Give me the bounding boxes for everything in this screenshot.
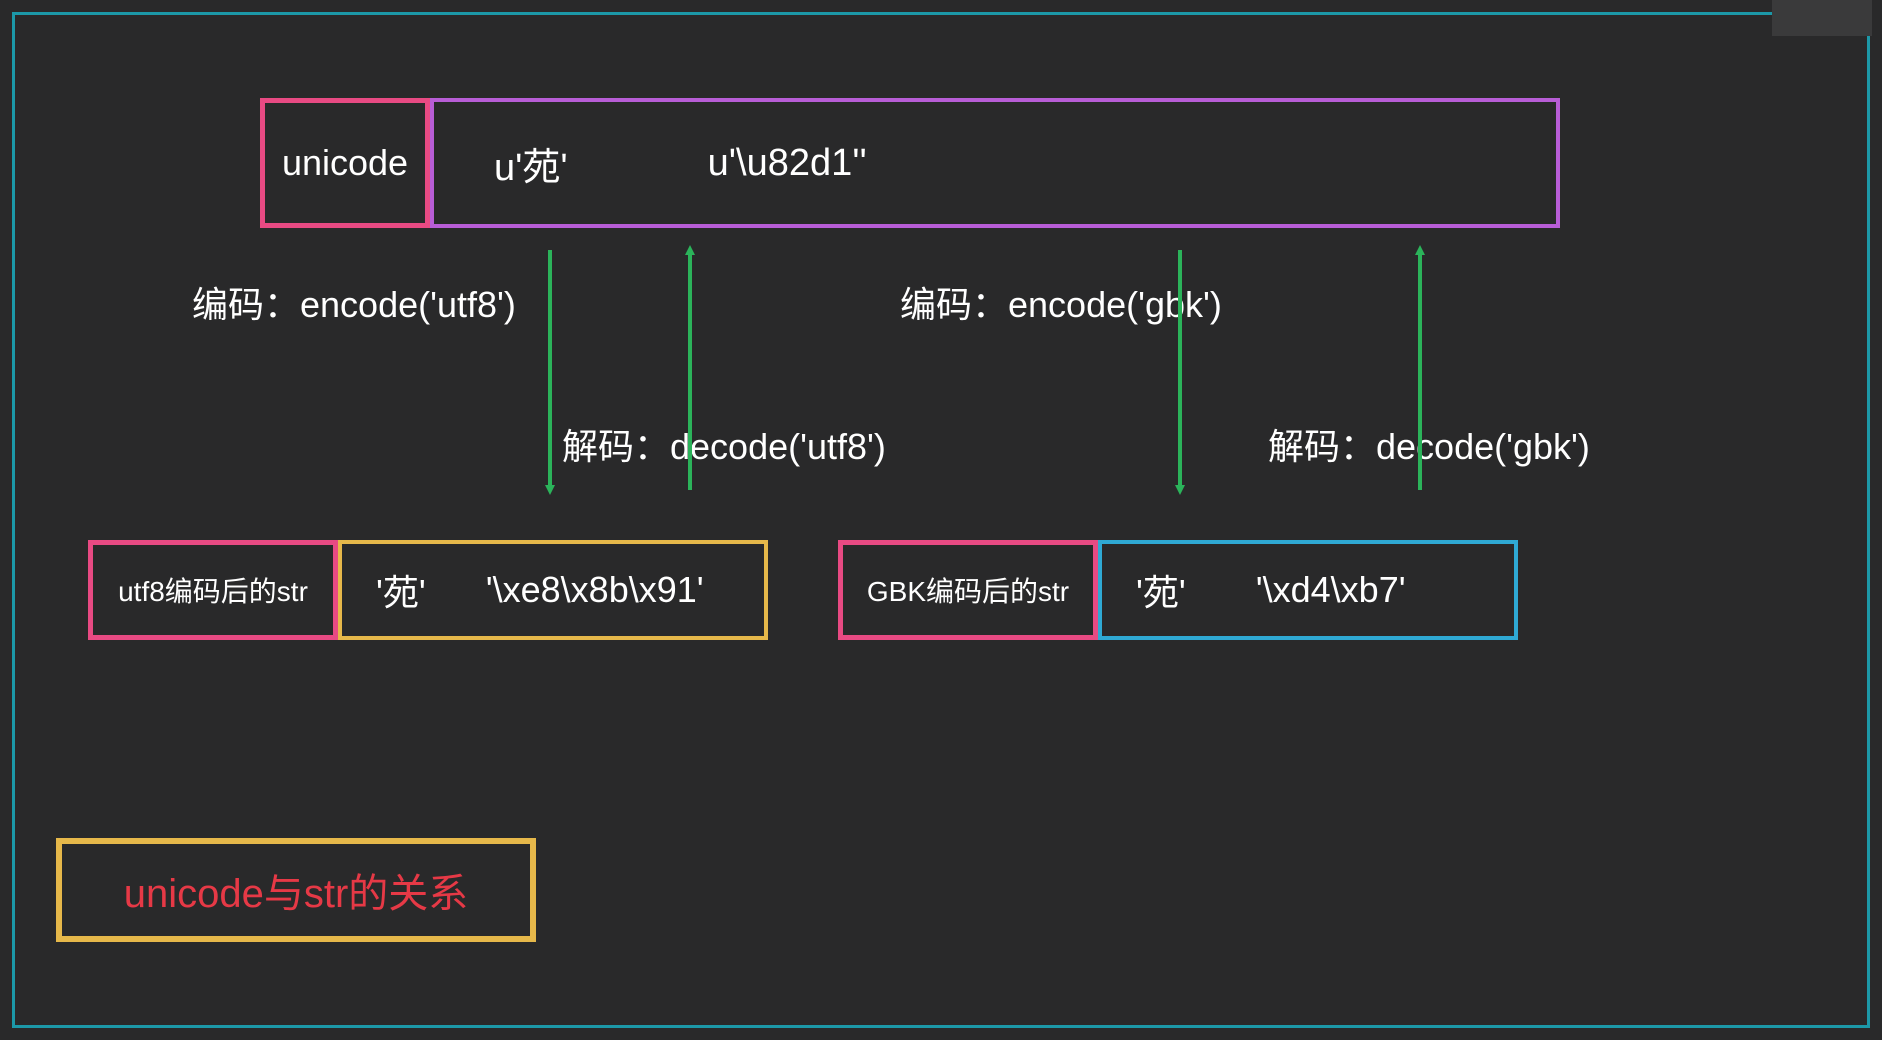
utf8-label-text: utf8编码后的str xyxy=(118,570,308,610)
unicode-value-text2: u'\u82d1'' xyxy=(708,142,867,185)
encode-gbk-label: 编码：encode('gbk') xyxy=(900,276,1222,328)
utf8-value-box: '苑' '\xe8\x8b\x91' xyxy=(338,540,768,640)
decode-gbk-label: 解码：decode('gbk') xyxy=(1268,418,1590,470)
unicode-value-box: u'苑' u'\u82d1'' xyxy=(430,98,1560,228)
unicode-label-box: unicode xyxy=(260,98,430,228)
decode-utf8-label: 解码：decode('utf8') xyxy=(562,418,886,470)
encode-utf8-label: 编码：encode('utf8') xyxy=(192,276,516,328)
gbk-label-text: GBK编码后的str xyxy=(867,570,1069,610)
frame-top-gap xyxy=(1772,0,1872,36)
utf8-value-text2: '\xe8\x8b\x91' xyxy=(486,569,704,611)
title-box: unicode与str的关系 xyxy=(56,838,536,942)
utf8-label-box: utf8编码后的str xyxy=(88,540,338,640)
gbk-value-text1: '苑' xyxy=(1136,564,1186,616)
gbk-value-text2: '\xd4\xb7' xyxy=(1256,569,1406,611)
unicode-label-text: unicode xyxy=(282,142,408,184)
unicode-value-text1: u'苑' xyxy=(494,136,568,191)
gbk-label-box: GBK编码后的str xyxy=(838,540,1098,640)
gbk-value-box: '苑' '\xd4\xb7' xyxy=(1098,540,1518,640)
utf8-value-text1: '苑' xyxy=(376,564,426,616)
title-text: unicode与str的关系 xyxy=(124,861,469,919)
